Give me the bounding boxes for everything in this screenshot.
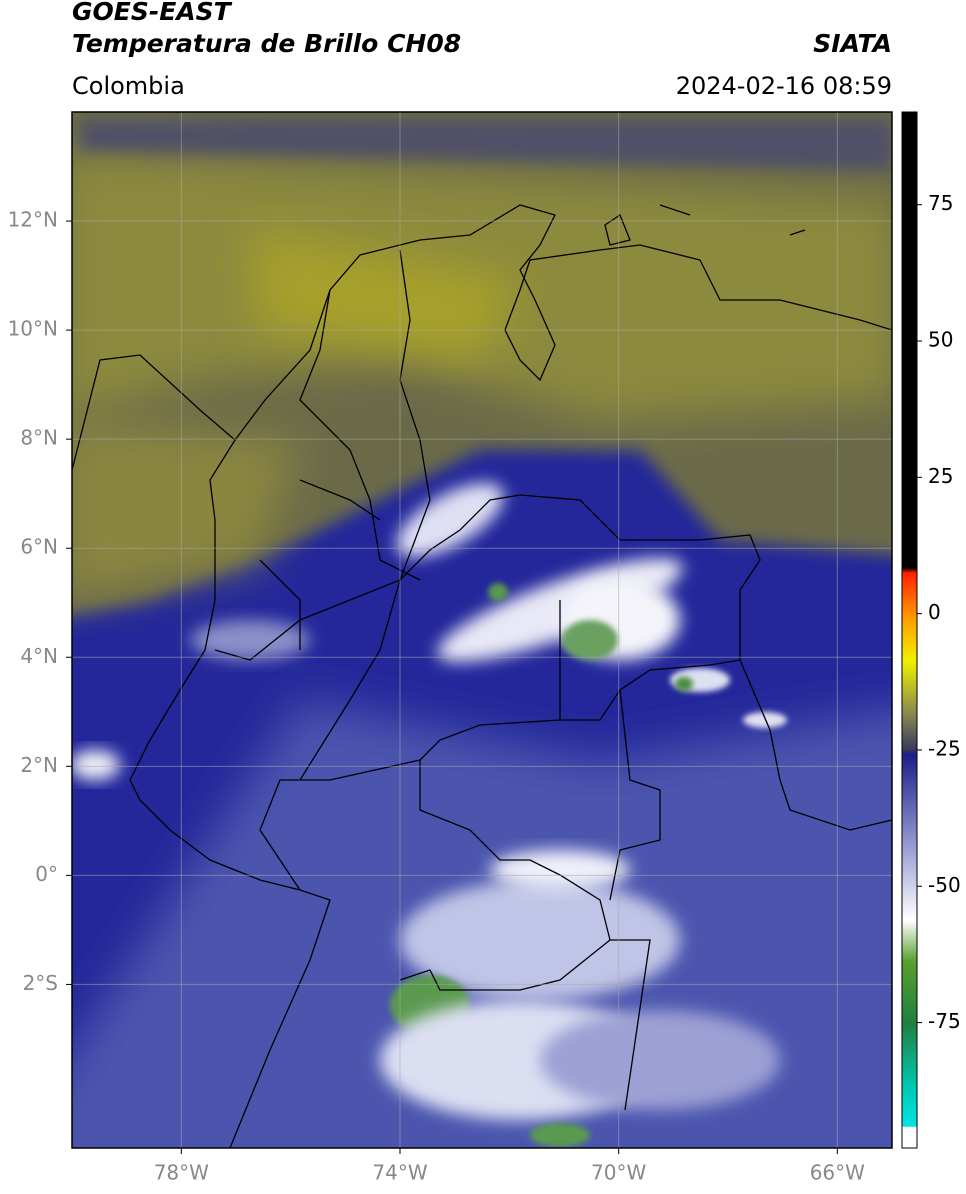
x-tick-label: 70°W	[591, 1161, 646, 1185]
x-tick-label: 74°W	[372, 1161, 427, 1185]
colorbar	[901, 111, 918, 1149]
colorbar-tick-label: 25	[928, 464, 953, 488]
datetime-label: 2024-02-16 08:59	[676, 72, 892, 100]
y-tick-label: 4°N	[20, 644, 58, 668]
colorbar-tick-label: 50	[928, 328, 953, 352]
y-tick-label: 10°N	[8, 317, 58, 341]
colorbar-tick-label: 0	[928, 600, 941, 624]
source-label: SIATA	[813, 29, 892, 58]
colorbar-tick-label: 75	[928, 191, 953, 215]
y-tick-label: 6°N	[20, 535, 58, 559]
grid	[72, 112, 892, 1148]
satellite-title: GOES-EAST	[72, 0, 233, 26]
colorbar-tick-label: -75	[928, 1009, 961, 1033]
y-tick-label: 2°N	[20, 753, 58, 777]
y-tick-label: 0°	[35, 862, 58, 886]
y-tick-label: 12°N	[8, 208, 58, 232]
colorbar-tick-label: -50	[928, 873, 961, 897]
y-tick-label: 2°S	[23, 971, 58, 995]
y-tick-label: 8°N	[20, 426, 58, 450]
colorbar-tick-label: -25	[928, 736, 961, 760]
product-title: Temperatura de Brillo CH08	[72, 29, 461, 58]
x-tick-label: 78°W	[154, 1161, 209, 1185]
satellite-image	[72, 112, 892, 1148]
x-tick-label: 66°W	[810, 1161, 865, 1185]
region-label: Colombia	[72, 72, 185, 100]
map-frame	[71, 111, 893, 1149]
